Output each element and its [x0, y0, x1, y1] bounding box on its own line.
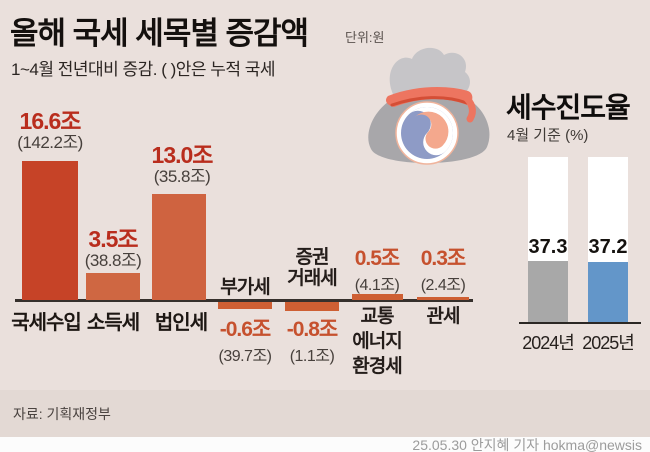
bar-income-tax — [86, 273, 140, 300]
x-axis — [15, 299, 473, 302]
cumulative-label-corporate-tax: (35.8조) — [153, 167, 211, 186]
year-label-2024: 2024년 — [522, 333, 575, 353]
page-title: 올해 국세 세목별 증감액 — [10, 16, 309, 51]
bar-vat — [218, 302, 272, 309]
year-label-2025: 2025년 — [582, 333, 635, 353]
progress-value-2025: 37.2 — [588, 236, 628, 258]
category-line: 교통 — [360, 306, 395, 327]
unit-note: 단위:원 — [345, 30, 385, 45]
progress-chart-title: 세수진도율 — [506, 92, 631, 123]
bar-customs — [417, 297, 469, 300]
value-label-transport-energy-env-tax: 0.5조 — [354, 247, 401, 270]
bar-transport-energy-env-tax — [352, 294, 403, 300]
category-label-vat: 부가세 — [220, 277, 270, 298]
category-line: 환경세 — [352, 356, 402, 377]
value-label-income-tax: 3.5조 — [88, 226, 138, 252]
category-label-corporate-tax: 법인세 — [154, 312, 208, 334]
cumulative-label-transport-energy-env-tax: (4.1조) — [354, 277, 400, 294]
money-bag-icon — [368, 47, 490, 165]
bar-securities-tax — [285, 302, 339, 311]
footer-white-strip — [0, 437, 650, 452]
cumulative-label-income-tax: (38.8조) — [84, 251, 142, 270]
category-label-customs: 관세 — [426, 306, 461, 327]
bar-corporate-tax — [152, 194, 206, 300]
progress-fill-2024 — [528, 261, 568, 323]
value-label-customs: 0.3조 — [420, 247, 467, 270]
cumulative-label-vat: (39.7조) — [218, 348, 272, 365]
cumulative-label-total-revenue: (142.2조) — [17, 133, 83, 152]
subtitle: 1~4월 전년대비 증감. ( )안은 누적 국세 — [11, 60, 276, 79]
value-label-securities-tax: -0.8조 — [286, 318, 339, 341]
progress-track-2025 — [588, 157, 628, 323]
value-label-corporate-tax: 13.0조 — [151, 142, 214, 168]
footer-band — [0, 390, 650, 437]
category-line: 에너지 — [352, 331, 402, 352]
progress-axis — [519, 322, 641, 324]
value-label-vat: -0.6조 — [219, 318, 272, 341]
reporter-credit: 25.05.30 안지혜 기자 hokma@newsis — [412, 437, 642, 452]
category-line: 거래세 — [287, 268, 337, 289]
value-label-total-revenue: 16.6조 — [19, 108, 82, 134]
taegeuk-emblem — [401, 107, 453, 159]
progress-track-2024 — [528, 157, 568, 323]
bar-total-revenue — [22, 161, 78, 300]
cumulative-label-customs: (2.4조) — [420, 277, 466, 294]
category-label-securities-tax: 증권 거래세 — [287, 247, 337, 289]
cumulative-label-securities-tax: (1.1조) — [289, 348, 335, 365]
category-label-income-tax: 소득세 — [86, 312, 140, 334]
category-label-total-revenue: 국세수입 — [11, 312, 82, 334]
progress-chart-subtitle: 4월 기준 (%) — [507, 127, 589, 144]
source-credit: 자료: 기획재정부 — [13, 406, 111, 422]
progress-fill-2025 — [588, 262, 628, 323]
category-label-transport-energy-env-tax: 교통 에너지 환경세 — [352, 304, 402, 379]
category-line: 증권 — [295, 247, 330, 268]
progress-value-2024: 37.3 — [528, 236, 568, 258]
